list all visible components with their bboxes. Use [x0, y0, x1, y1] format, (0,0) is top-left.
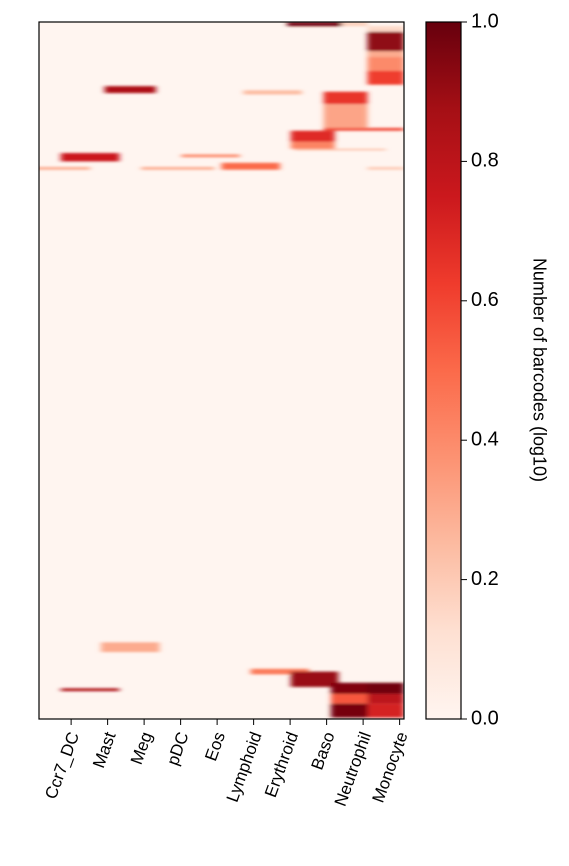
heatmap-cell [323, 91, 368, 105]
x-tick-label: Lymphoid [223, 729, 266, 804]
heatmap-cell [367, 51, 404, 57]
x-tick-label: Baso [307, 729, 338, 772]
heatmap-cell [290, 130, 335, 142]
heatmap-background [39, 22, 404, 719]
heatmap-cell [60, 153, 120, 162]
colorbar-frame [425, 21, 462, 720]
x-tick-label: pDC [163, 729, 192, 767]
heatmap-cell [290, 671, 339, 687]
x-tick-label: Meg [127, 729, 156, 767]
heatmap-cell [367, 693, 404, 704]
heatmap-cell [331, 693, 368, 704]
heatmap-cell [367, 703, 404, 718]
heatmap-cell [367, 31, 404, 52]
heatmap-cell [323, 127, 404, 131]
heatmap-cell [294, 148, 386, 151]
heatmap-cell [221, 162, 280, 170]
heatmap-cell [141, 166, 215, 170]
heatmap-cell [243, 90, 302, 95]
x-tick-label: Eos [201, 729, 229, 763]
heatmap-cell [287, 22, 342, 27]
heatmap-cell [331, 682, 368, 694]
x-tick-label: Mast [89, 729, 120, 770]
x-tick-label: Monocyte [369, 729, 412, 805]
heatmap-cell [250, 668, 310, 675]
heatmap-cell [367, 26, 404, 32]
heatmap-cell [290, 141, 335, 149]
heatmap-cells [39, 22, 404, 718]
heatmap-cell [331, 703, 368, 718]
heatmap-cell [367, 166, 404, 170]
colorbar-ticks: 0.0 0.2 0.4 0.6 0.8 1.0 [461, 10, 499, 729]
heatmap-cell [367, 682, 404, 694]
colorbar-tick-label: 0.6 [471, 289, 499, 311]
colorbar-tick-label: 0.2 [471, 568, 499, 590]
heatmap-cell [341, 22, 368, 27]
colorbar-label: Number of barcodes (log10) [529, 258, 549, 482]
colorbar-tick-label: 1.0 [471, 10, 499, 32]
heatmap-cell [367, 56, 404, 71]
heatmap-cell [101, 642, 160, 653]
heatmap-cell [323, 104, 368, 128]
colorbar-tick-label: 0.8 [471, 150, 499, 172]
colorbar-tick-label: 0.0 [471, 707, 499, 729]
x-tick-label: Erythroid [261, 729, 302, 799]
colorbar-gradient [426, 22, 461, 719]
colorbar-tick-label: 0.4 [471, 428, 499, 450]
heatmap-frame [38, 21, 405, 720]
heatmap-cell [39, 166, 91, 170]
heatmap-cell [181, 154, 240, 158]
x-tick-label: Ccr7_DC [41, 729, 83, 801]
heatmap-cell [104, 86, 156, 94]
heatmap-cell [60, 688, 120, 692]
heatmap-cell [367, 70, 404, 85]
colorbar: 0.0 0.2 0.4 0.6 0.8 1.0 Number of barcodes (l… [425, 10, 549, 729]
heatmap-plot-area [38, 21, 405, 720]
